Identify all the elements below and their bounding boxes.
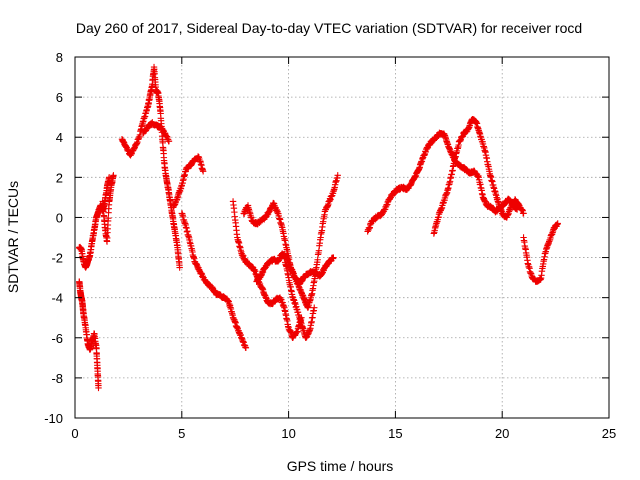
y-tick-label: 0 bbox=[56, 210, 63, 225]
y-tick-label: 4 bbox=[56, 130, 63, 145]
plot-frame bbox=[74, 56, 610, 419]
data-point bbox=[334, 172, 341, 179]
y-tick-label: -4 bbox=[51, 291, 63, 306]
x-tick-label: 10 bbox=[281, 426, 295, 441]
y-tick-label: -10 bbox=[44, 411, 63, 426]
grid bbox=[75, 57, 609, 418]
data-points bbox=[76, 63, 561, 392]
y-tick-label: 2 bbox=[56, 170, 63, 185]
chart-title: Day 260 of 2017, Sidereal Day-to-day VTE… bbox=[76, 20, 582, 36]
x-tick-label: 0 bbox=[71, 426, 78, 441]
data-point bbox=[199, 168, 207, 175]
data-point bbox=[520, 210, 527, 217]
x-tick-label: 20 bbox=[495, 426, 509, 441]
data-point bbox=[110, 172, 117, 179]
axis-ticks: 0 5 10 15 20 25 -10 -8 -6 -4 -2 0 2 4 6 8 bbox=[44, 50, 616, 441]
data-point bbox=[105, 214, 112, 222]
y-tick-label: -6 bbox=[51, 331, 63, 346]
data-point bbox=[311, 304, 318, 311]
x-tick-label: 5 bbox=[178, 426, 185, 441]
data-point bbox=[95, 384, 102, 392]
y-tick-label: 6 bbox=[56, 90, 63, 105]
x-tick-label: 25 bbox=[602, 426, 616, 441]
x-tick-label: 15 bbox=[388, 426, 402, 441]
data-point bbox=[165, 138, 173, 145]
y-tick-label: -2 bbox=[51, 251, 63, 266]
x-axis-label: GPS time / hours bbox=[287, 458, 394, 474]
data-point bbox=[554, 220, 561, 227]
data-point bbox=[176, 264, 183, 271]
y-axis-label: SDTVAR / TECUs bbox=[5, 181, 21, 293]
y-tick-label: 8 bbox=[56, 50, 63, 65]
data-point bbox=[242, 344, 250, 352]
y-tick-label: -8 bbox=[51, 371, 63, 386]
data-point bbox=[330, 254, 337, 261]
